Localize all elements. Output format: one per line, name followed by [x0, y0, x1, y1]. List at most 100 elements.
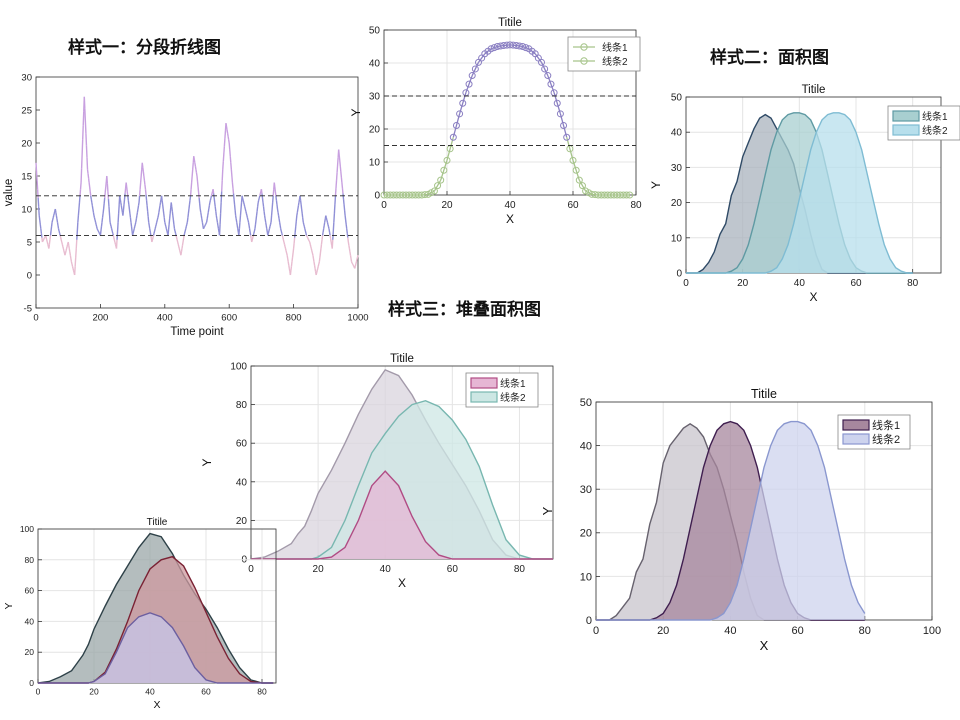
series-line-segment [477, 53, 486, 63]
data-line-segment [262, 202, 265, 207]
legend-swatch [842, 419, 870, 431]
data-line-segment [88, 182, 91, 188]
chart-title: Titile [147, 517, 168, 528]
data-line-segment [320, 239, 323, 245]
data-line-segment [123, 199, 126, 205]
data-line-segment [207, 212, 209, 216]
y-tick-label: 100 [20, 524, 34, 534]
data-line-segment [275, 195, 278, 201]
y-tick-label: 80 [236, 400, 248, 411]
data-line-segment [94, 222, 97, 225]
series-line-segment [559, 113, 568, 138]
data-line-segment [293, 237, 296, 244]
data-line-segment [321, 231, 324, 236]
data-line-segment [305, 235, 308, 237]
data-line-segment [92, 212, 95, 216]
data-line-segment [270, 215, 273, 223]
data-line-segment [246, 217, 249, 221]
x-axis-label: X [398, 576, 406, 590]
data-line-segment [119, 195, 121, 200]
data-line-segment [169, 207, 172, 214]
data-line-segment [178, 246, 180, 249]
data-line-segment [328, 231, 331, 236]
y-axis-label: Y [200, 458, 214, 466]
data-line-segment [205, 221, 208, 224]
data-line-segment [70, 258, 73, 262]
y-tick-label: 20 [25, 647, 35, 657]
data-line-segment [90, 195, 92, 200]
data-line-segment [213, 197, 216, 203]
x-axis-label: X [809, 290, 817, 304]
data-line-segment [225, 123, 228, 127]
series-line-segment [540, 62, 549, 76]
data-line-segment [67, 241, 70, 246]
data-line-segment [310, 248, 313, 251]
area-fill [686, 112, 913, 273]
data-line-segment [49, 230, 52, 236]
data-line-segment [157, 215, 160, 218]
data-line-segment [36, 180, 39, 190]
data-line-segment [110, 228, 113, 232]
data-line-segment [297, 202, 300, 206]
data-line-segment [98, 232, 101, 235]
series-line-segment [585, 190, 593, 195]
data-line-segment [283, 241, 286, 245]
series-line-segment [427, 190, 435, 195]
data-line-segment [221, 169, 224, 181]
y-tick-label: 40 [580, 440, 592, 452]
data-line-segment [237, 228, 240, 233]
data-line-segment [199, 208, 202, 213]
data-line-segment [278, 218, 281, 223]
legend-label: 线条2 [500, 391, 526, 404]
data-line-segment [247, 219, 250, 223]
data-line-segment [104, 186, 107, 193]
data-line-segment [58, 230, 61, 234]
data-line-segment [254, 219, 257, 225]
data-line-segment [177, 244, 180, 247]
data-line-segment [154, 226, 157, 229]
x-tick-label: 0 [683, 278, 689, 289]
series-line-segment [446, 137, 454, 161]
data-line-segment [101, 213, 104, 218]
data-line-segment [294, 226, 297, 233]
data-line-segment [85, 133, 88, 146]
data-line-segment [80, 168, 83, 183]
data-line-segment [259, 191, 262, 194]
data-line-segment [266, 228, 268, 233]
data-line-segment [53, 211, 56, 214]
chart-title: Titile [802, 84, 826, 96]
data-line-segment [280, 228, 282, 232]
data-line-segment [75, 239, 78, 249]
data-line-segment [227, 136, 230, 140]
data-line-segment [217, 228, 220, 233]
data-line-segment [128, 204, 131, 210]
data-line-segment [54, 208, 57, 213]
y-tick-label: 50 [671, 93, 683, 104]
x-tick-label: 0 [593, 625, 599, 637]
chart-title: Titile [390, 353, 414, 365]
data-line-segment [324, 218, 326, 223]
data-line-segment [347, 237, 350, 243]
data-line-segment [278, 222, 281, 226]
area-outline [38, 612, 274, 684]
data-line-segment [340, 171, 343, 178]
data-line-segment [137, 205, 140, 210]
data-line-segment [215, 215, 218, 220]
data-line-segment [129, 217, 132, 223]
data-line-segment [125, 182, 128, 188]
data-line-segment [292, 248, 295, 254]
data-line-segment [163, 217, 166, 223]
data-line-segment [333, 213, 336, 223]
data-line-segment [313, 264, 316, 269]
data-line-segment [209, 200, 212, 203]
y-axis-label: Y [3, 602, 15, 609]
data-line-segment [35, 171, 38, 181]
data-line-segment [135, 218, 138, 223]
data-line-segment [204, 224, 207, 226]
data-line-segment [151, 237, 154, 240]
data-line-segment [277, 212, 280, 216]
data-point [556, 110, 564, 118]
data-line-segment [64, 250, 67, 254]
data-line-segment [172, 215, 175, 221]
data-point [572, 166, 580, 174]
